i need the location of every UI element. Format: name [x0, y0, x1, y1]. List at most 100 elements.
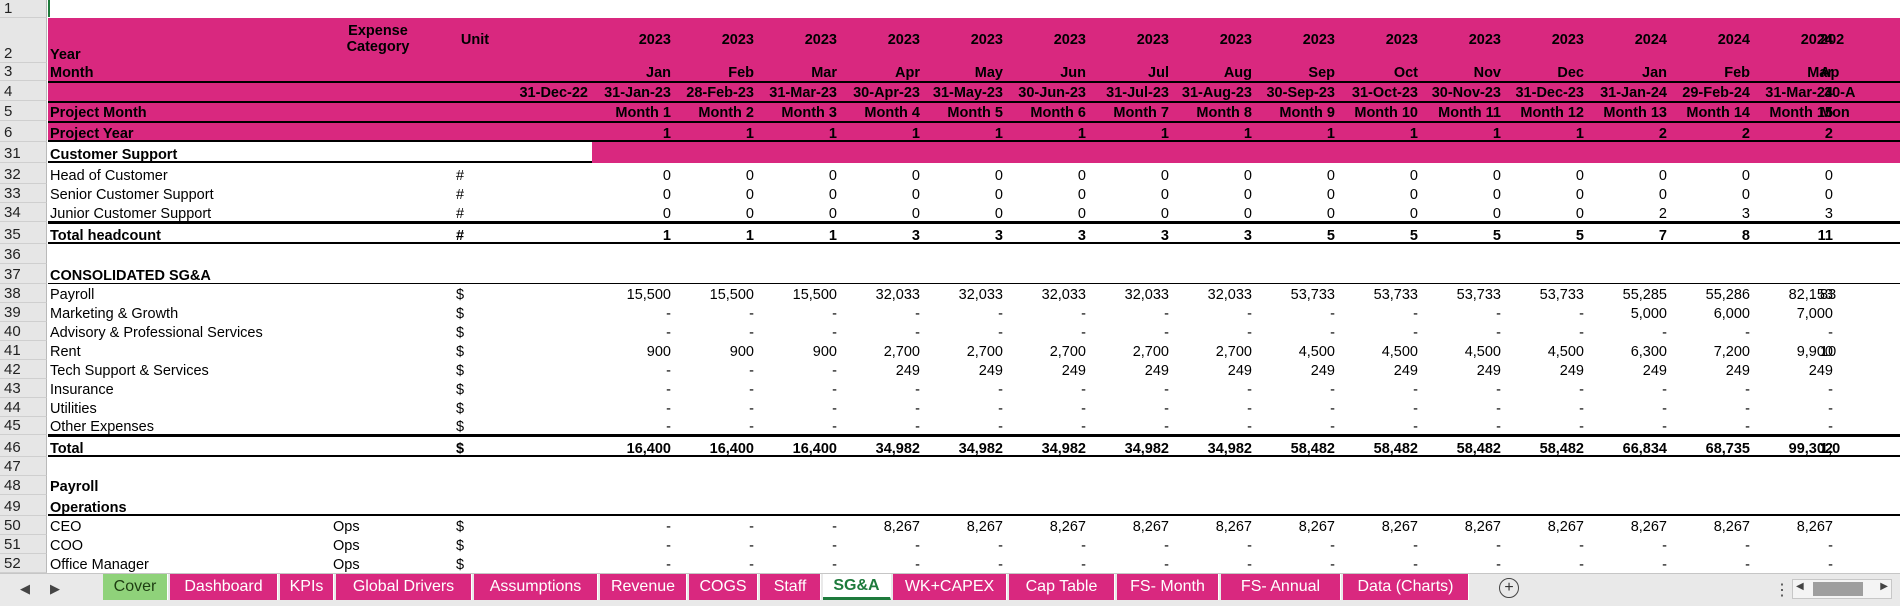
value-cell[interactable]: 249 [1061, 363, 1086, 379]
value-cell[interactable]: 3 [1741, 206, 1750, 222]
date-cell[interactable]: 30-Apr-23 [853, 85, 920, 101]
row-header[interactable]: 3 [0, 63, 47, 81]
value-cell[interactable]: 3 [911, 228, 920, 244]
value-cell[interactable]: 32,033 [958, 287, 1003, 303]
value-cell[interactable]: - [832, 538, 837, 554]
value-cell[interactable]: 7,200 [1713, 344, 1750, 360]
project-month-cell[interactable]: Month 11 [1438, 105, 1501, 121]
date-cell[interactable]: 31-Oct-23 [1351, 85, 1418, 101]
value-cell[interactable]: - [1330, 401, 1335, 417]
value-cell[interactable] [1820, 554, 1900, 573]
date-cell[interactable]: 31-Mar-23 [769, 85, 837, 101]
value-cell[interactable]: 249 [895, 363, 920, 379]
value-cell[interactable]: - [666, 382, 671, 398]
value-cell[interactable] [512, 303, 588, 322]
value-cell[interactable]: - [1579, 325, 1584, 341]
unit-cell[interactable]: $ [455, 306, 465, 322]
value-cell[interactable]: - [666, 538, 671, 554]
project-year-cell[interactable]: 1 [1160, 126, 1169, 142]
row-header[interactable]: 46 [0, 435, 47, 457]
month-cell[interactable]: Feb [1724, 65, 1750, 81]
value-cell[interactable] [1820, 398, 1900, 417]
value-cell[interactable]: 2,700 [1215, 344, 1252, 360]
value-cell[interactable]: 5,000 [1630, 306, 1667, 322]
value-cell[interactable]: 83 [1820, 287, 1837, 303]
value-cell[interactable]: 16,400 [792, 441, 837, 457]
value-cell[interactable]: - [832, 382, 837, 398]
value-cell[interactable]: 3 [1077, 228, 1086, 244]
value-cell[interactable]: 9,900 [1796, 344, 1833, 360]
row-header[interactable]: 47 [0, 457, 47, 476]
value-cell[interactable]: 2,700 [1132, 344, 1169, 360]
value-cell[interactable]: 5 [1409, 228, 1418, 244]
value-cell[interactable]: - [832, 419, 837, 435]
project-year-cell[interactable]: 1 [745, 126, 754, 142]
value-cell[interactable]: 6,000 [1713, 306, 1750, 322]
value-cell[interactable] [1820, 303, 1900, 322]
value-cell[interactable]: - [1496, 382, 1501, 398]
unit-cell[interactable]: # [455, 228, 465, 244]
value-cell[interactable] [512, 184, 588, 203]
value-cell[interactable]: 6,300 [1630, 344, 1667, 360]
row-header[interactable]: 48 [0, 476, 47, 495]
unit-cell[interactable]: $ [455, 363, 465, 379]
value-cell[interactable]: - [1662, 401, 1667, 417]
value-cell[interactable]: - [1247, 306, 1252, 322]
value-cell[interactable]: - [1579, 382, 1584, 398]
value-cell[interactable]: 900 [729, 344, 754, 360]
value-cell[interactable]: - [1413, 325, 1418, 341]
value-cell[interactable]: - [1330, 419, 1335, 435]
month-cell[interactable]: Jan [1642, 65, 1667, 81]
value-cell[interactable]: 4,500 [1381, 344, 1418, 360]
value-cell[interactable]: 0 [1409, 168, 1418, 184]
value-cell[interactable]: - [832, 519, 837, 535]
value-cell[interactable]: - [832, 306, 837, 322]
value-cell[interactable]: - [749, 538, 754, 554]
value-cell[interactable]: 16,400 [709, 441, 754, 457]
value-cell[interactable]: - [1164, 306, 1169, 322]
value-cell[interactable]: - [915, 557, 920, 573]
value-cell[interactable]: - [1081, 382, 1086, 398]
value-cell[interactable]: 0 [1160, 187, 1169, 203]
value-cell[interactable]: - [1081, 419, 1086, 435]
row-header[interactable]: 45 [0, 417, 47, 435]
year-cell[interactable]: 2023 [1385, 32, 1418, 48]
value-cell[interactable]: 58,482 [1539, 441, 1584, 457]
value-cell[interactable]: - [666, 363, 671, 379]
value-cell[interactable]: - [1745, 401, 1750, 417]
value-cell[interactable]: 3 [1824, 206, 1833, 222]
value-cell[interactable]: 249 [1476, 363, 1501, 379]
value-cell[interactable] [1820, 322, 1900, 341]
sheet-tab[interactable]: Data (Charts) [1343, 574, 1469, 600]
value-cell[interactable]: - [1247, 401, 1252, 417]
value-cell[interactable]: 249 [1808, 363, 1833, 379]
date-cell[interactable]: 30-Sep-23 [1266, 85, 1335, 101]
project-month-cell[interactable]: Mon [1820, 105, 1850, 121]
value-cell[interactable]: 249 [1642, 363, 1667, 379]
value-cell[interactable] [512, 203, 588, 222]
unit-cell[interactable]: $ [455, 344, 465, 360]
value-cell[interactable]: - [1413, 382, 1418, 398]
value-cell[interactable]: 249 [1725, 363, 1750, 379]
year-cell[interactable]: 2023 [638, 32, 671, 48]
value-cell[interactable]: 0 [745, 206, 754, 222]
value-cell[interactable]: 0 [1409, 206, 1418, 222]
date-cell[interactable]: 31-Dec-23 [1515, 85, 1584, 101]
value-cell[interactable]: - [1662, 557, 1667, 573]
row-label[interactable]: Advisory & Professional Services [50, 325, 263, 341]
value-cell[interactable]: 900 [646, 344, 671, 360]
value-cell[interactable]: - [1081, 401, 1086, 417]
value-cell[interactable]: - [666, 557, 671, 573]
value-cell[interactable]: 0 [1741, 168, 1750, 184]
project-year-cell[interactable]: 2 [1658, 126, 1667, 142]
value-cell[interactable] [512, 322, 588, 341]
value-cell[interactable]: 0 [1243, 206, 1252, 222]
expense-category-cell[interactable]: Ops [333, 538, 360, 554]
row-label[interactable]: Senior Customer Support [50, 187, 214, 203]
date-cell[interactable]: 31-May-23 [932, 85, 1003, 101]
value-cell[interactable]: - [666, 306, 671, 322]
value-cell[interactable]: 32,033 [1041, 287, 1086, 303]
value-cell[interactable]: - [1662, 538, 1667, 554]
year-cell[interactable]: 2023 [1136, 32, 1169, 48]
date-cell[interactable]: 28-Feb-23 [686, 85, 754, 101]
